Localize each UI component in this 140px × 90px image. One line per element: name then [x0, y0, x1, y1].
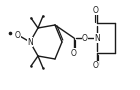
Text: O: O	[15, 31, 21, 40]
Text: O: O	[93, 61, 99, 70]
Text: N: N	[94, 33, 100, 42]
Text: O: O	[82, 33, 88, 42]
Text: O: O	[93, 5, 99, 14]
Text: N: N	[27, 38, 33, 47]
Text: O: O	[71, 49, 77, 58]
